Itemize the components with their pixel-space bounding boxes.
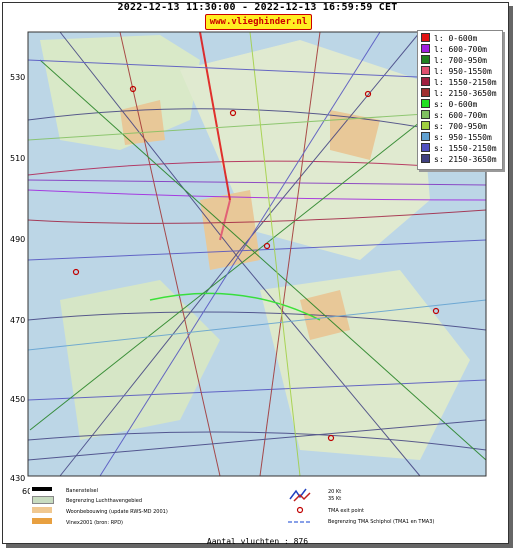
legend-label: l: 700-950m bbox=[434, 56, 487, 65]
tma-exit-icon bbox=[296, 506, 304, 514]
legend-swatch bbox=[421, 154, 430, 163]
tma-exit-point bbox=[129, 85, 137, 93]
flight-tracks bbox=[27, 31, 487, 477]
legend-label: l: 950-1550m bbox=[434, 67, 492, 76]
legend-label: s: 1550-2150m bbox=[434, 144, 497, 153]
legend-item: s: 2150-3650m bbox=[421, 154, 497, 165]
wind-arrow-icon bbox=[289, 488, 311, 502]
legend-swatch bbox=[421, 143, 430, 152]
airport-boundary-label: Begrenzing Luchthavengebied bbox=[66, 498, 143, 504]
legend-item: s: 950-1550m bbox=[421, 132, 492, 143]
altitude-legend: l: 0-600m l: 600-700m l: 700-950m l: 950… bbox=[417, 30, 503, 170]
y-tick-label: 490 bbox=[10, 235, 25, 244]
housing-swatch bbox=[32, 507, 52, 513]
x-tick-label: 60 bbox=[22, 487, 32, 496]
y-tick-label: 430 bbox=[10, 474, 25, 483]
tma-exit-point bbox=[432, 307, 440, 315]
runway-swatch bbox=[32, 487, 52, 491]
legend-label: s: 950-1550m bbox=[434, 133, 492, 142]
tma-exit-points bbox=[72, 85, 440, 442]
legend-swatch bbox=[421, 33, 430, 42]
legend-item: s: 700-950m bbox=[421, 121, 487, 132]
y-axis: 530 510 490 470 450 430 bbox=[10, 73, 25, 483]
legend-swatch bbox=[421, 132, 430, 141]
legend-label: s: 2150-3650m bbox=[434, 155, 497, 164]
map-key: Banenstelsel Begrenzing Luchthavengebied… bbox=[30, 484, 488, 534]
site-badge[interactable]: www.vlieghinder.nl bbox=[205, 14, 312, 30]
legend-item: l: 600-700m bbox=[421, 44, 487, 55]
legend-swatch bbox=[421, 99, 430, 108]
y-tick-label: 510 bbox=[10, 154, 25, 163]
legend-label: l: 0-600m bbox=[434, 34, 478, 43]
tma-exit-point bbox=[229, 109, 237, 117]
y-tick-label: 450 bbox=[10, 395, 25, 404]
runway-label: Banenstelsel bbox=[66, 488, 99, 494]
legend-label: s: 0-600m bbox=[434, 100, 478, 109]
time-range-title: 2022-12-13 11:30:00 - 2022-12-13 16:59:5… bbox=[117, 2, 398, 13]
legend-label: s: 600-700m bbox=[434, 111, 487, 120]
legend-label: l: 1550-2150m bbox=[434, 78, 497, 87]
legend-label: l: 2150-3650m bbox=[434, 89, 497, 98]
vinex-swatch bbox=[32, 518, 52, 524]
housing-label: Woonbebouwing (update RWS-MD 2001) bbox=[66, 509, 168, 515]
legend-label: s: 700-950m bbox=[434, 122, 487, 131]
map-border bbox=[27, 31, 487, 477]
housing-area bbox=[330, 110, 380, 160]
tma-exit-point bbox=[364, 90, 372, 98]
legend-swatch bbox=[421, 121, 430, 130]
legend-swatch bbox=[421, 66, 430, 75]
land-area bbox=[60, 280, 220, 440]
tma-boundary-label: Begrenzing TMA Schiphol (TMA1 en TMA3) bbox=[328, 519, 435, 525]
legend-swatch bbox=[421, 88, 430, 97]
tma-exit-point bbox=[263, 242, 271, 250]
legend-item: s: 600-700m bbox=[421, 110, 487, 121]
vinex-label: Vinex2001 (bron: RPD) bbox=[66, 520, 123, 526]
legend-item: s: 0-600m bbox=[421, 99, 477, 110]
legend-item: l: 2150-3650m bbox=[421, 88, 497, 99]
flight-count: Aantal vluchten : 876 bbox=[206, 537, 309, 546]
tma-exit-label: TMA exit point bbox=[328, 508, 365, 514]
legend-item: s: 1550-2150m bbox=[421, 143, 497, 154]
legend-item: l: 0-600m bbox=[421, 33, 477, 44]
legend-label: l: 600-700m bbox=[434, 45, 487, 54]
legend-swatch bbox=[421, 55, 430, 64]
housing-area bbox=[120, 100, 165, 145]
airport-boundary-swatch bbox=[32, 496, 54, 504]
tma-exit-point bbox=[72, 268, 80, 276]
wind-35-label: 35 Kt bbox=[328, 496, 342, 502]
legend-item: l: 700-950m bbox=[421, 55, 487, 66]
wind-20-label: 20 Kt bbox=[328, 489, 342, 495]
tma-exit-point bbox=[327, 434, 335, 442]
legend-item: l: 950-1550m bbox=[421, 66, 492, 77]
legend-swatch bbox=[421, 77, 430, 86]
legend-swatch bbox=[421, 110, 430, 119]
y-tick-label: 530 bbox=[10, 73, 25, 82]
legend-swatch bbox=[421, 44, 430, 53]
y-tick-label: 470 bbox=[10, 316, 25, 325]
legend-item: l: 1550-2150m bbox=[421, 77, 497, 88]
tma-boundary-swatch bbox=[288, 521, 312, 523]
